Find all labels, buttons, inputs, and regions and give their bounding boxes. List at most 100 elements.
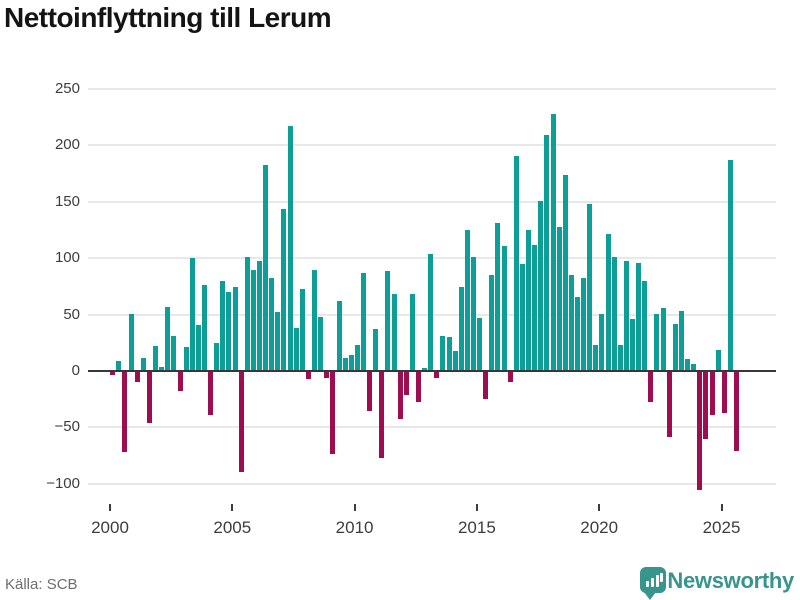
bar-2009-q3 (342, 357, 348, 370)
bar-2002-q4 (177, 372, 183, 392)
gridline (88, 426, 776, 429)
bar-2025-q1 (721, 372, 727, 413)
bar-2024-q3 (709, 372, 715, 415)
logo-pin-tail (644, 592, 656, 600)
y-axis-tick-label: 100 (54, 249, 80, 267)
bar-2003-q1 (183, 347, 189, 370)
bar-2011-q4 (397, 372, 403, 420)
bar-2011-q2 (385, 270, 391, 370)
bar-2020-q2 (605, 233, 611, 370)
bar-2005-q1 (232, 286, 238, 370)
bar-2011-q3 (391, 294, 397, 370)
bar-2002-q1 (159, 366, 165, 370)
chart-title: Nettoinflyttning till Lerum (4, 2, 332, 33)
bar-2017-q2 (532, 244, 538, 370)
bar-2023-q2 (678, 311, 684, 370)
y-axis-tick-label: −50 (54, 418, 80, 436)
bar-2001-q1 (134, 372, 140, 383)
bar-2007-q4 (299, 288, 305, 370)
bar-2017-q1 (526, 230, 532, 370)
y-axis-tick-label: 0 (71, 362, 80, 379)
bar-2002-q2 (165, 306, 171, 370)
bar-2014-q4 (471, 257, 477, 370)
bar-2022-q3 (660, 307, 666, 370)
gridline (88, 482, 776, 485)
bar-2021-q2 (630, 319, 636, 370)
x-axis-tick (720, 504, 723, 511)
bar-2021-q3 (636, 262, 642, 370)
bar-2001-q2 (140, 357, 146, 370)
bar-2017-q4 (544, 135, 550, 370)
bar-2007-q2 (287, 126, 293, 370)
bar-2000-q2 (116, 360, 122, 370)
gridline (88, 88, 776, 90)
y-axis-tick-label: 250 (54, 80, 80, 97)
bar-2018-q1 (550, 113, 556, 370)
bar-2020-q3 (611, 257, 617, 370)
source-caption: Källa: SCB (5, 576, 78, 593)
bar-2005-q4 (250, 269, 256, 370)
bar-2005-q3 (244, 257, 250, 370)
bar-2017-q3 (538, 200, 544, 370)
bar-2022-q4 (666, 372, 672, 438)
y-axis-tick-label: 150 (54, 192, 80, 210)
bar-2015-q2 (483, 372, 489, 400)
bar-2001-q3 (146, 372, 152, 423)
bar-2016-q3 (513, 155, 519, 370)
newsworthy-logo-icon (640, 567, 666, 600)
bar-2023-q3 (685, 358, 691, 370)
bar-2021-q1 (623, 260, 629, 370)
bar-2016-q4 (519, 263, 525, 370)
gridline (88, 200, 776, 203)
bar-2008-q2 (312, 269, 318, 370)
y-axis-tick-label: 200 (54, 136, 80, 154)
bar-2016-q2 (507, 372, 513, 383)
bar-2021-q4 (642, 280, 648, 370)
zero-axis-line (88, 370, 776, 372)
y-axis-tick-label: 50 (63, 305, 80, 323)
bar-2000-q1 (110, 372, 116, 376)
bar-2010-q4 (373, 329, 379, 370)
bar-2024-q1 (697, 372, 703, 491)
gridline (88, 144, 776, 147)
bar-2015-q3 (489, 275, 495, 370)
bar-2004-q3 (220, 280, 226, 370)
bar-2023-q1 (672, 323, 678, 370)
bar-2013-q4 (446, 337, 452, 370)
bar-2012-q4 (422, 367, 428, 370)
bar-2025-q2 (727, 160, 733, 370)
bar-2018-q2 (556, 226, 562, 370)
bar-2019-q4 (593, 345, 599, 370)
bar-2004-q1 (208, 372, 214, 415)
x-axis-tick-label: 2010 (335, 518, 374, 537)
bar-2018-q3 (562, 174, 568, 370)
bar-2022-q1 (648, 372, 654, 403)
bar-2009-q1 (330, 372, 336, 455)
bar-2010-q2 (360, 272, 366, 370)
bar-2024-q4 (715, 349, 721, 370)
bar-2024-q2 (703, 372, 709, 439)
bar-2000-q3 (122, 372, 128, 453)
y-axis-tick-label: −100 (46, 474, 80, 492)
bar-2006-q4 (275, 312, 281, 370)
bar-2019-q2 (581, 277, 587, 370)
newsworthy-wordmark: Newsworthy (667, 568, 794, 593)
bar-2014-q3 (464, 230, 470, 370)
x-axis-tick-label: 2005 (213, 518, 252, 537)
bar-2016-q1 (501, 245, 507, 370)
bar-2008-q1 (305, 372, 311, 379)
x-axis-tick-label: 2025 (702, 518, 741, 537)
bar-2025-q3 (733, 372, 739, 451)
bar-2014-q1 (452, 350, 458, 370)
bar-2000-q4 (128, 313, 134, 370)
x-axis-tick-label: 2020 (580, 518, 619, 537)
bar-2010-q3 (367, 372, 373, 412)
bar-2003-q3 (195, 324, 201, 370)
bar-2012-q1 (403, 372, 409, 395)
x-axis-tick-label: 2015 (457, 518, 496, 537)
bar-2011-q1 (379, 372, 385, 458)
bar-2018-q4 (568, 275, 574, 370)
bar-2013-q3 (440, 336, 446, 370)
bar-2007-q3 (293, 328, 299, 370)
